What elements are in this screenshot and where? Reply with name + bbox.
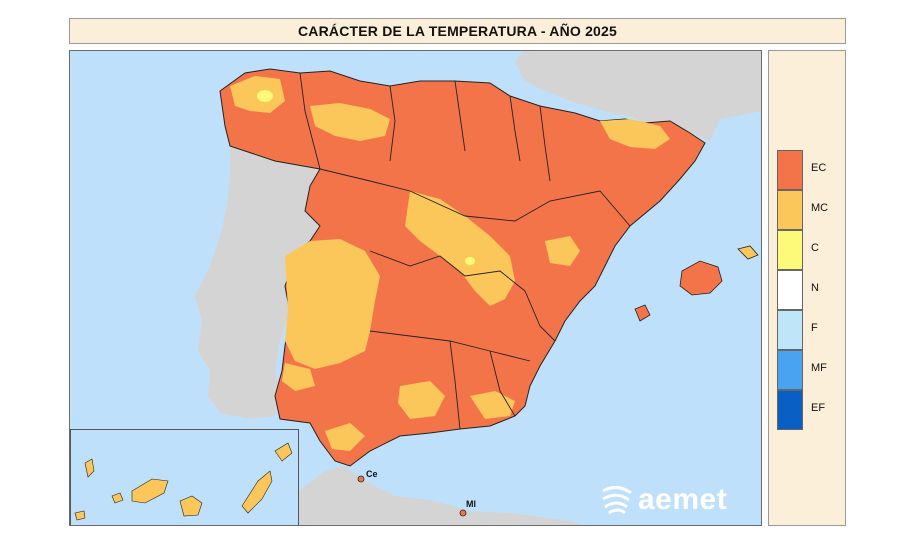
map-svg [70,51,761,525]
portugal-land [195,146,320,419]
legend-item: MF [777,350,837,390]
region-borders [299,72,631,430]
menorca [737,245,759,260]
legend-swatch [777,150,803,190]
melilla-label: Ml [466,499,476,509]
canary-gran-canaria [179,495,203,517]
mc-zone-extremadura [285,239,380,369]
legend-swatch [777,390,803,430]
legend-swatch [777,230,803,270]
legend-swatch [777,270,803,310]
canary-el-hierro [74,510,86,521]
legend-swatch [777,190,803,230]
canary-la-gomera [111,492,124,504]
legend-swatch [777,350,803,390]
canary-fuerteventura [241,470,273,514]
legend-item: MC [777,190,837,230]
france-land [302,51,761,141]
legend-item: N [777,270,837,310]
legend-item: F [777,310,837,350]
mallorca [679,260,723,296]
legend-swatch [777,310,803,350]
mc-zone-castilla [405,191,515,306]
mc-zone-north [310,103,390,141]
mc-zone-andalucia [398,381,445,419]
aemet-logo-icon [602,486,632,515]
legend-label: MF [811,362,827,374]
aemet-logo: aemet [600,483,727,517]
legend-item: EC [777,150,837,190]
morocco-land [299,466,584,525]
aemet-logo-text: aemet [638,483,728,516]
legend-label: N [811,282,819,294]
mc-zone-valencia [545,236,580,266]
mc-zone-cadiz [325,423,365,451]
canary-la-palma [84,458,95,478]
legend-label: EF [811,402,826,414]
c-zone-madrid [465,257,475,265]
legend-label: EC [811,162,827,174]
map-title: CARÁCTER DE LA TEMPERATURA - AÑO 2025 [69,18,846,44]
ibiza [634,304,651,322]
canary-lanzarote [274,442,293,462]
ceuta-marker [357,475,365,483]
legend-label: C [811,242,819,254]
legend-panel: EC MC C N F MF EF [768,50,846,526]
mc-zone-catalonia [600,119,670,149]
legend-item: C [777,230,837,270]
mc-zone-huelva [282,363,315,391]
legend-item: EF [777,390,837,430]
legend-label: F [811,322,818,334]
map-area: Ce Ml aemet [69,50,762,526]
c-zone-galicia [257,90,273,102]
legend-label: MC [811,202,829,214]
canary-inset-frame [70,429,299,525]
canary-tenerife [131,478,169,504]
melilla-marker [459,509,467,517]
ceuta-label: Ce [366,469,378,479]
